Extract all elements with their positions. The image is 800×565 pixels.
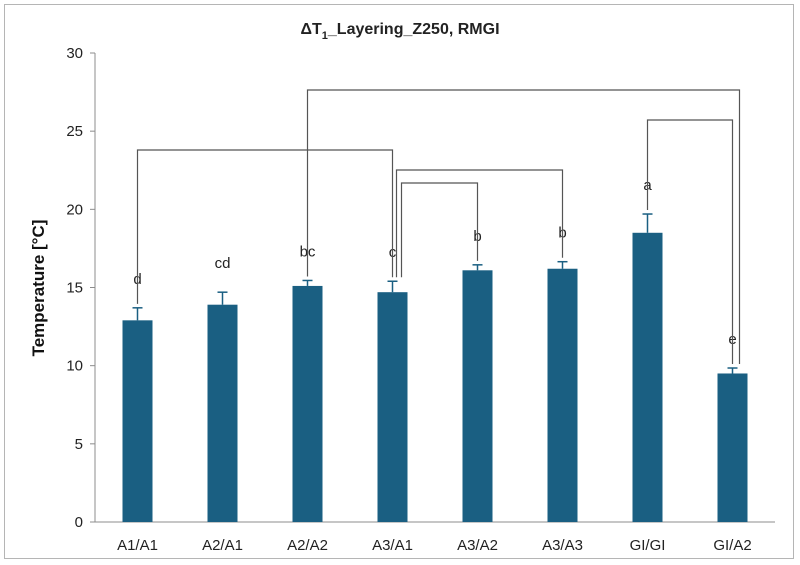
significance-letter: cd (215, 255, 231, 272)
y-axis-label: Temperature [°C] (29, 220, 48, 357)
x-tick-label: GI/GI (630, 537, 666, 554)
y-tick-label: 5 (75, 436, 83, 453)
x-tick-label: A3/A3 (542, 537, 583, 554)
chart-title-subscript: 1 (322, 30, 328, 42)
chart-title-suffix: _Layering_Z250, RMGI (327, 21, 500, 38)
bar (292, 285, 323, 522)
y-tick-label: 25 (66, 123, 83, 140)
x-tick-label: A3/A2 (457, 537, 498, 554)
chart-title-prefix: ΔT (300, 21, 322, 38)
bar (547, 268, 578, 522)
plot-area: 051015202530dA1/A1cdA2/A1bcA2/A2cA3/A1bA… (66, 45, 775, 554)
y-tick-label: 0 (75, 514, 83, 531)
bar (122, 320, 153, 522)
significance-bracket (395, 169, 564, 278)
bar (207, 304, 238, 522)
x-tick-label: A3/A1 (372, 537, 413, 554)
y-tick-label: 15 (66, 280, 83, 297)
significance-bracket (646, 119, 734, 365)
bar (632, 232, 663, 523)
bar (717, 373, 748, 522)
bar (377, 292, 408, 522)
x-tick-label: GI/A2 (713, 537, 751, 554)
y-tick-label: 10 (66, 358, 83, 375)
significance-bracket (306, 89, 741, 365)
significance-bracket (136, 149, 394, 304)
x-tick-label: A2/A1 (202, 537, 243, 554)
x-tick-label: A1/A1 (117, 537, 158, 554)
y-tick-label: 30 (66, 45, 83, 62)
x-tick-label: A2/A2 (287, 537, 328, 554)
y-tick-label: 20 (66, 201, 83, 218)
significance-bracket (400, 182, 479, 278)
chart-title: ΔT1_Layering_Z250, RMGI (300, 21, 499, 42)
bar (462, 270, 493, 522)
